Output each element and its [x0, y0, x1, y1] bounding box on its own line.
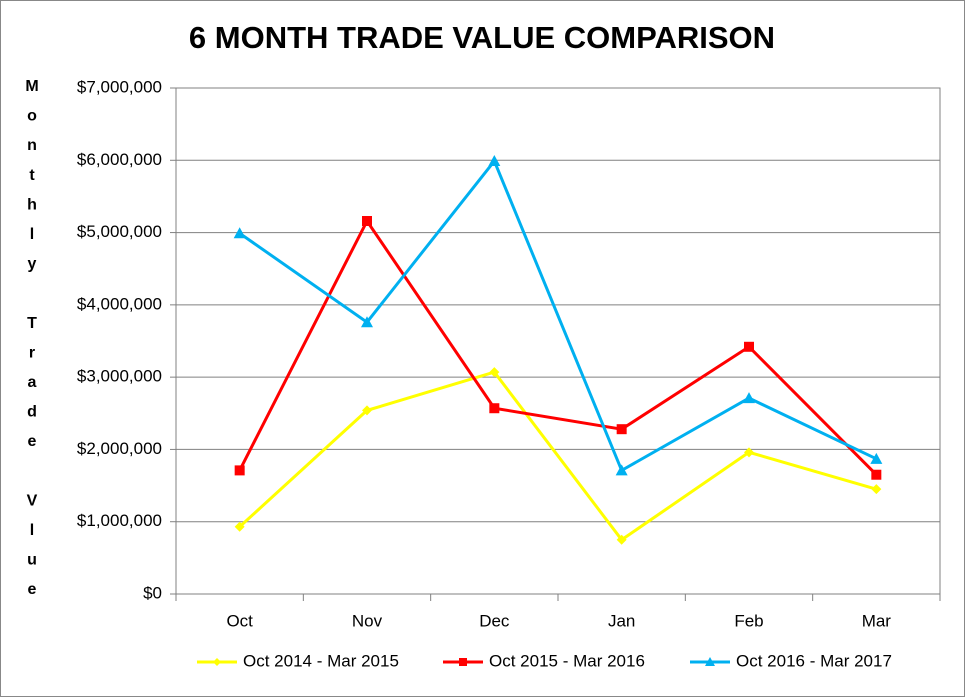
x-tick-label: Mar: [862, 611, 892, 630]
marker: [615, 464, 628, 476]
series-line: [238, 158, 877, 473]
legend-label: Oct 2016 - Mar 2017: [736, 651, 892, 670]
marker: [488, 155, 501, 167]
x-tick-label: Oct: [226, 611, 253, 630]
marker: [213, 658, 221, 666]
y-tick-label: $3,000,000: [77, 367, 162, 386]
x-tick-label: Feb: [734, 611, 763, 630]
y-tick-label: $6,000,000: [77, 150, 162, 169]
x-tick-label: Jan: [608, 611, 635, 630]
marker: [616, 534, 627, 545]
y-tick-label: $5,000,000: [77, 222, 162, 241]
marker: [489, 403, 500, 414]
marker: [362, 216, 372, 227]
marker: [233, 227, 246, 239]
legend-label: Oct 2015 - Mar 2016: [489, 651, 645, 670]
marker: [744, 341, 754, 352]
marker: [234, 521, 245, 532]
plot-area: [175, 87, 941, 595]
series-line: [238, 218, 878, 476]
marker: [234, 465, 245, 476]
marker: [743, 392, 755, 404]
series-line: [238, 370, 877, 542]
marker: [362, 405, 372, 416]
marker: [361, 316, 373, 328]
marker: [744, 447, 754, 458]
y-tick-label: $4,000,000: [77, 294, 162, 313]
marker: [871, 469, 882, 480]
y-tick-label: $1,000,000: [77, 511, 162, 530]
x-tick-label: Dec: [479, 611, 510, 630]
marker: [459, 658, 467, 666]
legend-label: Oct 2014 - Mar 2015: [243, 651, 399, 670]
x-tick-label: Nov: [352, 611, 383, 630]
marker: [489, 367, 500, 378]
y-tick-label: $7,000,000: [77, 77, 162, 96]
marker: [871, 484, 882, 495]
chart-title: 6 MONTH TRADE VALUE COMPARISON: [189, 20, 775, 55]
y-tick-label: $2,000,000: [77, 439, 162, 458]
y-tick-label: $0: [143, 583, 162, 602]
marker: [616, 424, 627, 435]
marker: [870, 452, 883, 464]
marker: [705, 657, 715, 666]
